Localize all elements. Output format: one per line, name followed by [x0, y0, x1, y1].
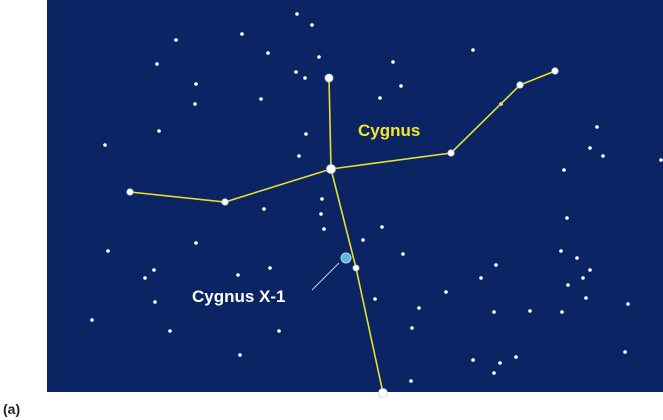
star: [240, 32, 244, 36]
star: [444, 290, 448, 294]
star: [153, 300, 157, 304]
star: [373, 297, 377, 301]
panel-label: (a): [3, 401, 20, 417]
star: [294, 70, 298, 74]
star: [575, 256, 579, 260]
star: [471, 48, 475, 52]
star: [297, 154, 301, 158]
cygnus-x1-marker: [340, 252, 352, 264]
star: [588, 146, 592, 150]
constellation-line: [129, 70, 556, 203]
star: [417, 306, 421, 310]
object-label: Cygnus X-1: [192, 287, 286, 306]
star: [378, 388, 388, 398]
star: [221, 198, 229, 206]
star: [236, 273, 240, 277]
star: [391, 60, 395, 64]
star: [516, 81, 524, 89]
star: [152, 268, 156, 272]
star: [259, 97, 263, 101]
star: [447, 149, 455, 157]
star: [310, 23, 314, 27]
star: [581, 276, 585, 280]
star: [559, 249, 563, 253]
star: [295, 12, 299, 16]
star: [595, 125, 599, 129]
star: [566, 283, 570, 287]
star: [560, 310, 564, 314]
star: [471, 358, 475, 362]
star: [194, 241, 198, 245]
star: [319, 212, 323, 216]
star: [126, 188, 134, 196]
background-stars: [90, 12, 663, 383]
star: [106, 249, 110, 253]
star: [326, 164, 336, 174]
constellation-line: [328, 77, 384, 394]
star: [304, 132, 308, 136]
star: [174, 38, 178, 42]
star: [277, 329, 281, 333]
star: [352, 264, 360, 272]
constellation-label: Cygnus: [358, 121, 420, 140]
star: [317, 55, 321, 59]
star: [193, 102, 197, 106]
star: [659, 158, 663, 162]
star: [378, 96, 382, 100]
sky-background: [47, 0, 663, 392]
star: [266, 51, 270, 55]
star: [324, 73, 334, 83]
star: [401, 252, 405, 256]
star: [90, 318, 94, 322]
star: [361, 238, 365, 242]
star: [562, 168, 566, 172]
star: [492, 371, 496, 375]
star: [588, 268, 592, 272]
star: [155, 62, 159, 66]
pointer-line: [311, 262, 340, 291]
star: [380, 225, 384, 229]
star: [528, 309, 532, 313]
star: [494, 263, 498, 267]
star: [103, 143, 107, 147]
star: [194, 82, 198, 86]
star: [157, 129, 161, 133]
star: [584, 296, 588, 300]
star: [410, 326, 414, 330]
star: [623, 350, 627, 354]
constellation-stars: [126, 67, 559, 398]
star: [498, 361, 502, 365]
star: [409, 379, 413, 383]
star: [514, 355, 518, 359]
star: [492, 310, 496, 314]
star: [551, 67, 559, 75]
star: [143, 276, 147, 280]
star: [303, 76, 307, 80]
star: [399, 84, 403, 88]
star: [565, 216, 569, 220]
star: [626, 302, 630, 306]
star: [238, 353, 242, 357]
star: [268, 266, 272, 270]
star: [479, 276, 483, 280]
star: [168, 329, 172, 333]
star: [322, 227, 326, 231]
constellation-lines: [129, 70, 556, 394]
star: [262, 207, 266, 211]
star: [320, 197, 324, 201]
star: [601, 154, 605, 158]
